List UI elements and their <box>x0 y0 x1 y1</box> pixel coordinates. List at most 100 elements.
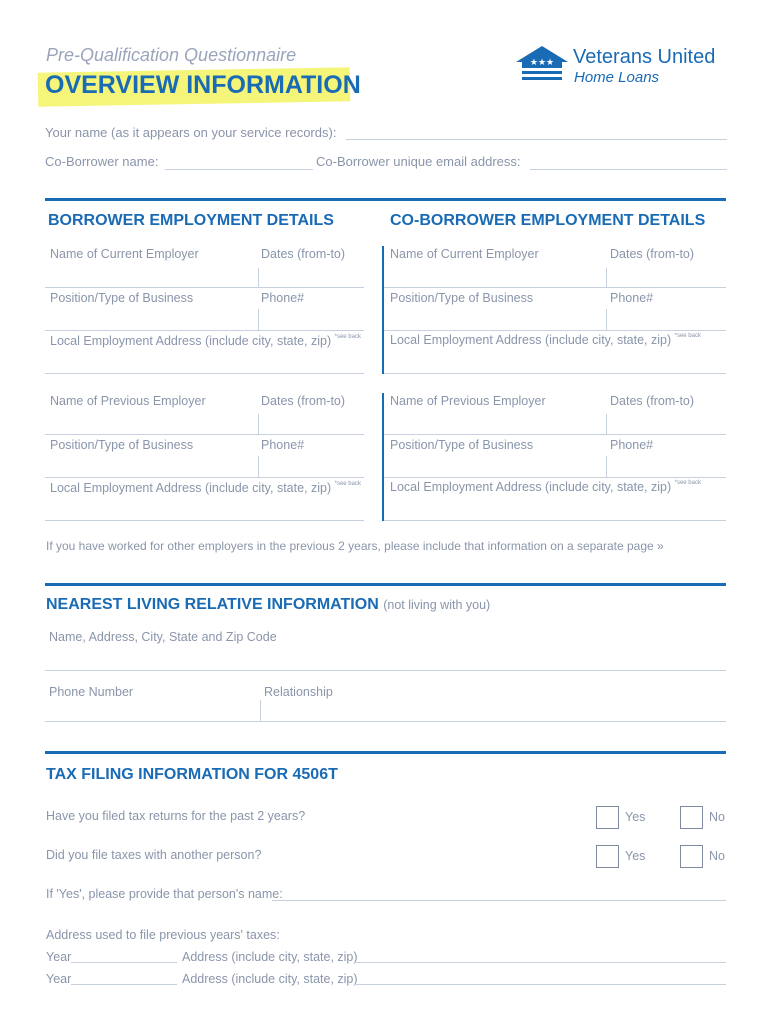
position-field[interactable] <box>384 330 726 331</box>
address-text: Local Employment Address (include city, … <box>390 333 672 347</box>
yes-label: Yes <box>625 849 646 863</box>
no-label: No <box>709 810 725 824</box>
co-borrower-name-label: Co-Borrower name: <box>45 154 159 169</box>
position-field[interactable] <box>45 477 364 478</box>
tax-address-label: Address (include city, state, zip) <box>182 972 358 986</box>
your-name-field[interactable] <box>346 139 727 140</box>
relative-title-note: (not living with you) <box>383 598 491 612</box>
address-label: Local Employment Address (include city, … <box>50 481 361 495</box>
phone-label: Phone# <box>610 438 654 452</box>
address-label: Local Employment Address (include city, … <box>390 480 701 494</box>
tax-address-field-2[interactable] <box>354 984 726 985</box>
co-borrower-name-field[interactable] <box>165 169 313 170</box>
year-field-1[interactable] <box>71 962 177 963</box>
previous-employer-field[interactable] <box>45 434 364 435</box>
position-label: Position/Type of Business <box>50 438 194 452</box>
previous-employer-label: Name of Previous Employer <box>390 394 546 408</box>
see-back-note: *see back <box>334 481 361 487</box>
relative-title-text: NEAREST LIVING RELATIVE INFORMATION <box>46 596 379 613</box>
field-divider <box>260 700 261 721</box>
address-text: Local Employment Address (include city, … <box>50 334 332 348</box>
dates-label: Dates (from-to) <box>261 247 346 261</box>
address-used-label: Address used to file previous years' tax… <box>46 928 280 942</box>
previous-employer-label: Name of Previous Employer <box>50 394 206 408</box>
q1-no-checkbox[interactable] <box>680 806 703 829</box>
relative-phone-field[interactable] <box>45 721 726 722</box>
see-back-note: *see back <box>334 334 361 340</box>
logo-text: Veterans United <box>573 46 716 68</box>
q2-yes-checkbox[interactable] <box>596 845 619 868</box>
relative-phone-label: Phone Number <box>49 685 134 699</box>
tax-address-field-1[interactable] <box>354 962 726 963</box>
address-field[interactable] <box>45 520 364 521</box>
position-label: Position/Type of Business <box>50 291 194 305</box>
field-divider <box>258 309 259 330</box>
section-divider <box>45 198 726 201</box>
coborrower-employment-title: CO-BORROWER EMPLOYMENT DETAILS <box>390 212 706 229</box>
other-person-name-label: If 'Yes', please provide that person's n… <box>46 887 283 901</box>
address-field[interactable] <box>45 373 364 374</box>
year-field-2[interactable] <box>71 984 177 985</box>
co-borrower-email-field[interactable] <box>530 169 727 170</box>
phone-label: Phone# <box>261 438 305 452</box>
phone-label: Phone# <box>261 291 305 305</box>
section-divider <box>45 583 726 586</box>
section-divider <box>45 751 726 754</box>
position-label: Position/Type of Business <box>390 291 534 305</box>
tax-question-1: Have you filed tax returns for the past … <box>46 809 306 823</box>
column-divider <box>382 393 384 521</box>
dates-label: Dates (from-to) <box>261 394 346 408</box>
q1-yes-checkbox[interactable] <box>596 806 619 829</box>
svg-text:★★★: ★★★ <box>530 57 554 67</box>
subtitle: Pre-Qualification Questionnaire <box>46 45 297 65</box>
dates-label: Dates (from-to) <box>610 247 695 261</box>
address-field[interactable] <box>384 373 726 374</box>
your-name-label: Your name (as it appears on your service… <box>45 125 337 140</box>
dates-label: Dates (from-to) <box>610 394 695 408</box>
logo: ★★★ Veterans United Home Loans <box>516 44 731 88</box>
position-field[interactable] <box>384 477 726 478</box>
borrower-employment-title: BORROWER EMPLOYMENT DETAILS <box>48 212 334 229</box>
other-person-name-field[interactable] <box>272 900 726 901</box>
house-flag-icon: ★★★ <box>516 46 568 80</box>
tax-address-label: Address (include city, state, zip) <box>182 950 358 964</box>
address-label: Local Employment Address (include city, … <box>390 333 701 347</box>
field-divider <box>606 414 607 434</box>
field-divider <box>258 456 259 477</box>
co-borrower-email-label: Co-Borrower unique email address: <box>316 154 521 169</box>
see-back-note: *see back <box>674 333 701 339</box>
field-divider <box>606 268 607 287</box>
position-field[interactable] <box>45 330 364 331</box>
field-divider <box>606 456 607 477</box>
yes-label: Yes <box>625 810 646 824</box>
address-text: Local Employment Address (include city, … <box>390 480 672 494</box>
address-label: Local Employment Address (include city, … <box>50 334 361 348</box>
current-employer-field[interactable] <box>45 287 364 288</box>
see-back-note: *see back <box>674 480 701 486</box>
relationship-label: Relationship <box>264 685 333 699</box>
field-divider <box>258 268 259 287</box>
tax-title: TAX FILING INFORMATION FOR 4506T <box>46 766 338 783</box>
tax-question-2: Did you file taxes with another person? <box>46 848 262 862</box>
previous-employer-field[interactable] <box>384 434 726 435</box>
relative-title: NEAREST LIVING RELATIVE INFORMATION (not… <box>46 596 490 614</box>
field-divider <box>606 309 607 330</box>
column-divider <box>382 246 384 374</box>
field-divider <box>258 414 259 434</box>
phone-label: Phone# <box>610 291 654 305</box>
current-employer-label: Name of Current Employer <box>390 247 539 261</box>
current-employer-field[interactable] <box>384 287 726 288</box>
position-label: Position/Type of Business <box>390 438 534 452</box>
logo-subtext: Home Loans <box>574 69 660 86</box>
page-title: OVERVIEW INFORMATION <box>45 71 361 99</box>
other-employers-note: If you have worked for other employers i… <box>46 539 664 553</box>
year-label: Year <box>46 972 72 986</box>
year-label: Year <box>46 950 72 964</box>
address-text: Local Employment Address (include city, … <box>50 481 332 495</box>
no-label: No <box>709 849 725 863</box>
address-field[interactable] <box>384 520 726 521</box>
relative-name-address-field[interactable] <box>45 670 726 671</box>
q2-no-checkbox[interactable] <box>680 845 703 868</box>
relative-name-address-label: Name, Address, City, State and Zip Code <box>49 630 277 644</box>
